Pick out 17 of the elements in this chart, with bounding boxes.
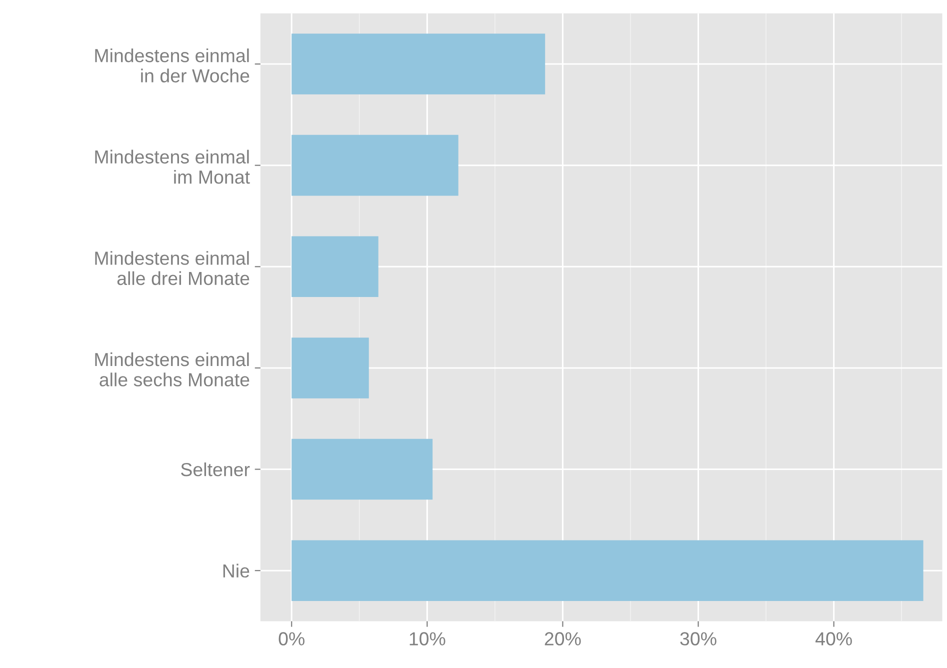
y-tick-label: Nie <box>223 564 250 578</box>
bar <box>292 540 924 601</box>
x-tick-label: 20% <box>544 632 581 646</box>
x-tick-label: 0% <box>278 632 304 646</box>
x-tick-label: 30% <box>680 632 716 646</box>
y-tick-label: Mindestens einmal im Monat <box>95 150 250 184</box>
x-tick-label: 10% <box>410 632 446 646</box>
x-tick-label: 40% <box>815 632 852 646</box>
bar <box>292 438 433 500</box>
y-tick-label: Seltener <box>181 462 250 476</box>
bar <box>292 338 369 398</box>
y-tick-label: Mindestens einmal alle drei Monate <box>95 251 250 286</box>
y-tick-label: Mindestens einmal in der Woche <box>95 48 250 82</box>
bar <box>292 34 546 94</box>
bar <box>292 236 378 298</box>
bar <box>292 134 458 196</box>
y-tick-label: Mindestens einmal alle sechs Monate <box>95 352 250 386</box>
